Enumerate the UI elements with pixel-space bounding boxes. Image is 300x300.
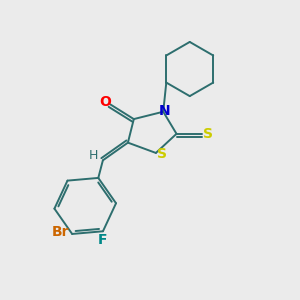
Text: S: S	[203, 127, 213, 141]
Text: Br: Br	[52, 226, 70, 239]
Text: N: N	[158, 104, 170, 118]
Text: H: H	[89, 148, 98, 161]
Text: F: F	[98, 232, 107, 247]
Text: S: S	[158, 147, 167, 161]
Text: O: O	[99, 95, 111, 109]
